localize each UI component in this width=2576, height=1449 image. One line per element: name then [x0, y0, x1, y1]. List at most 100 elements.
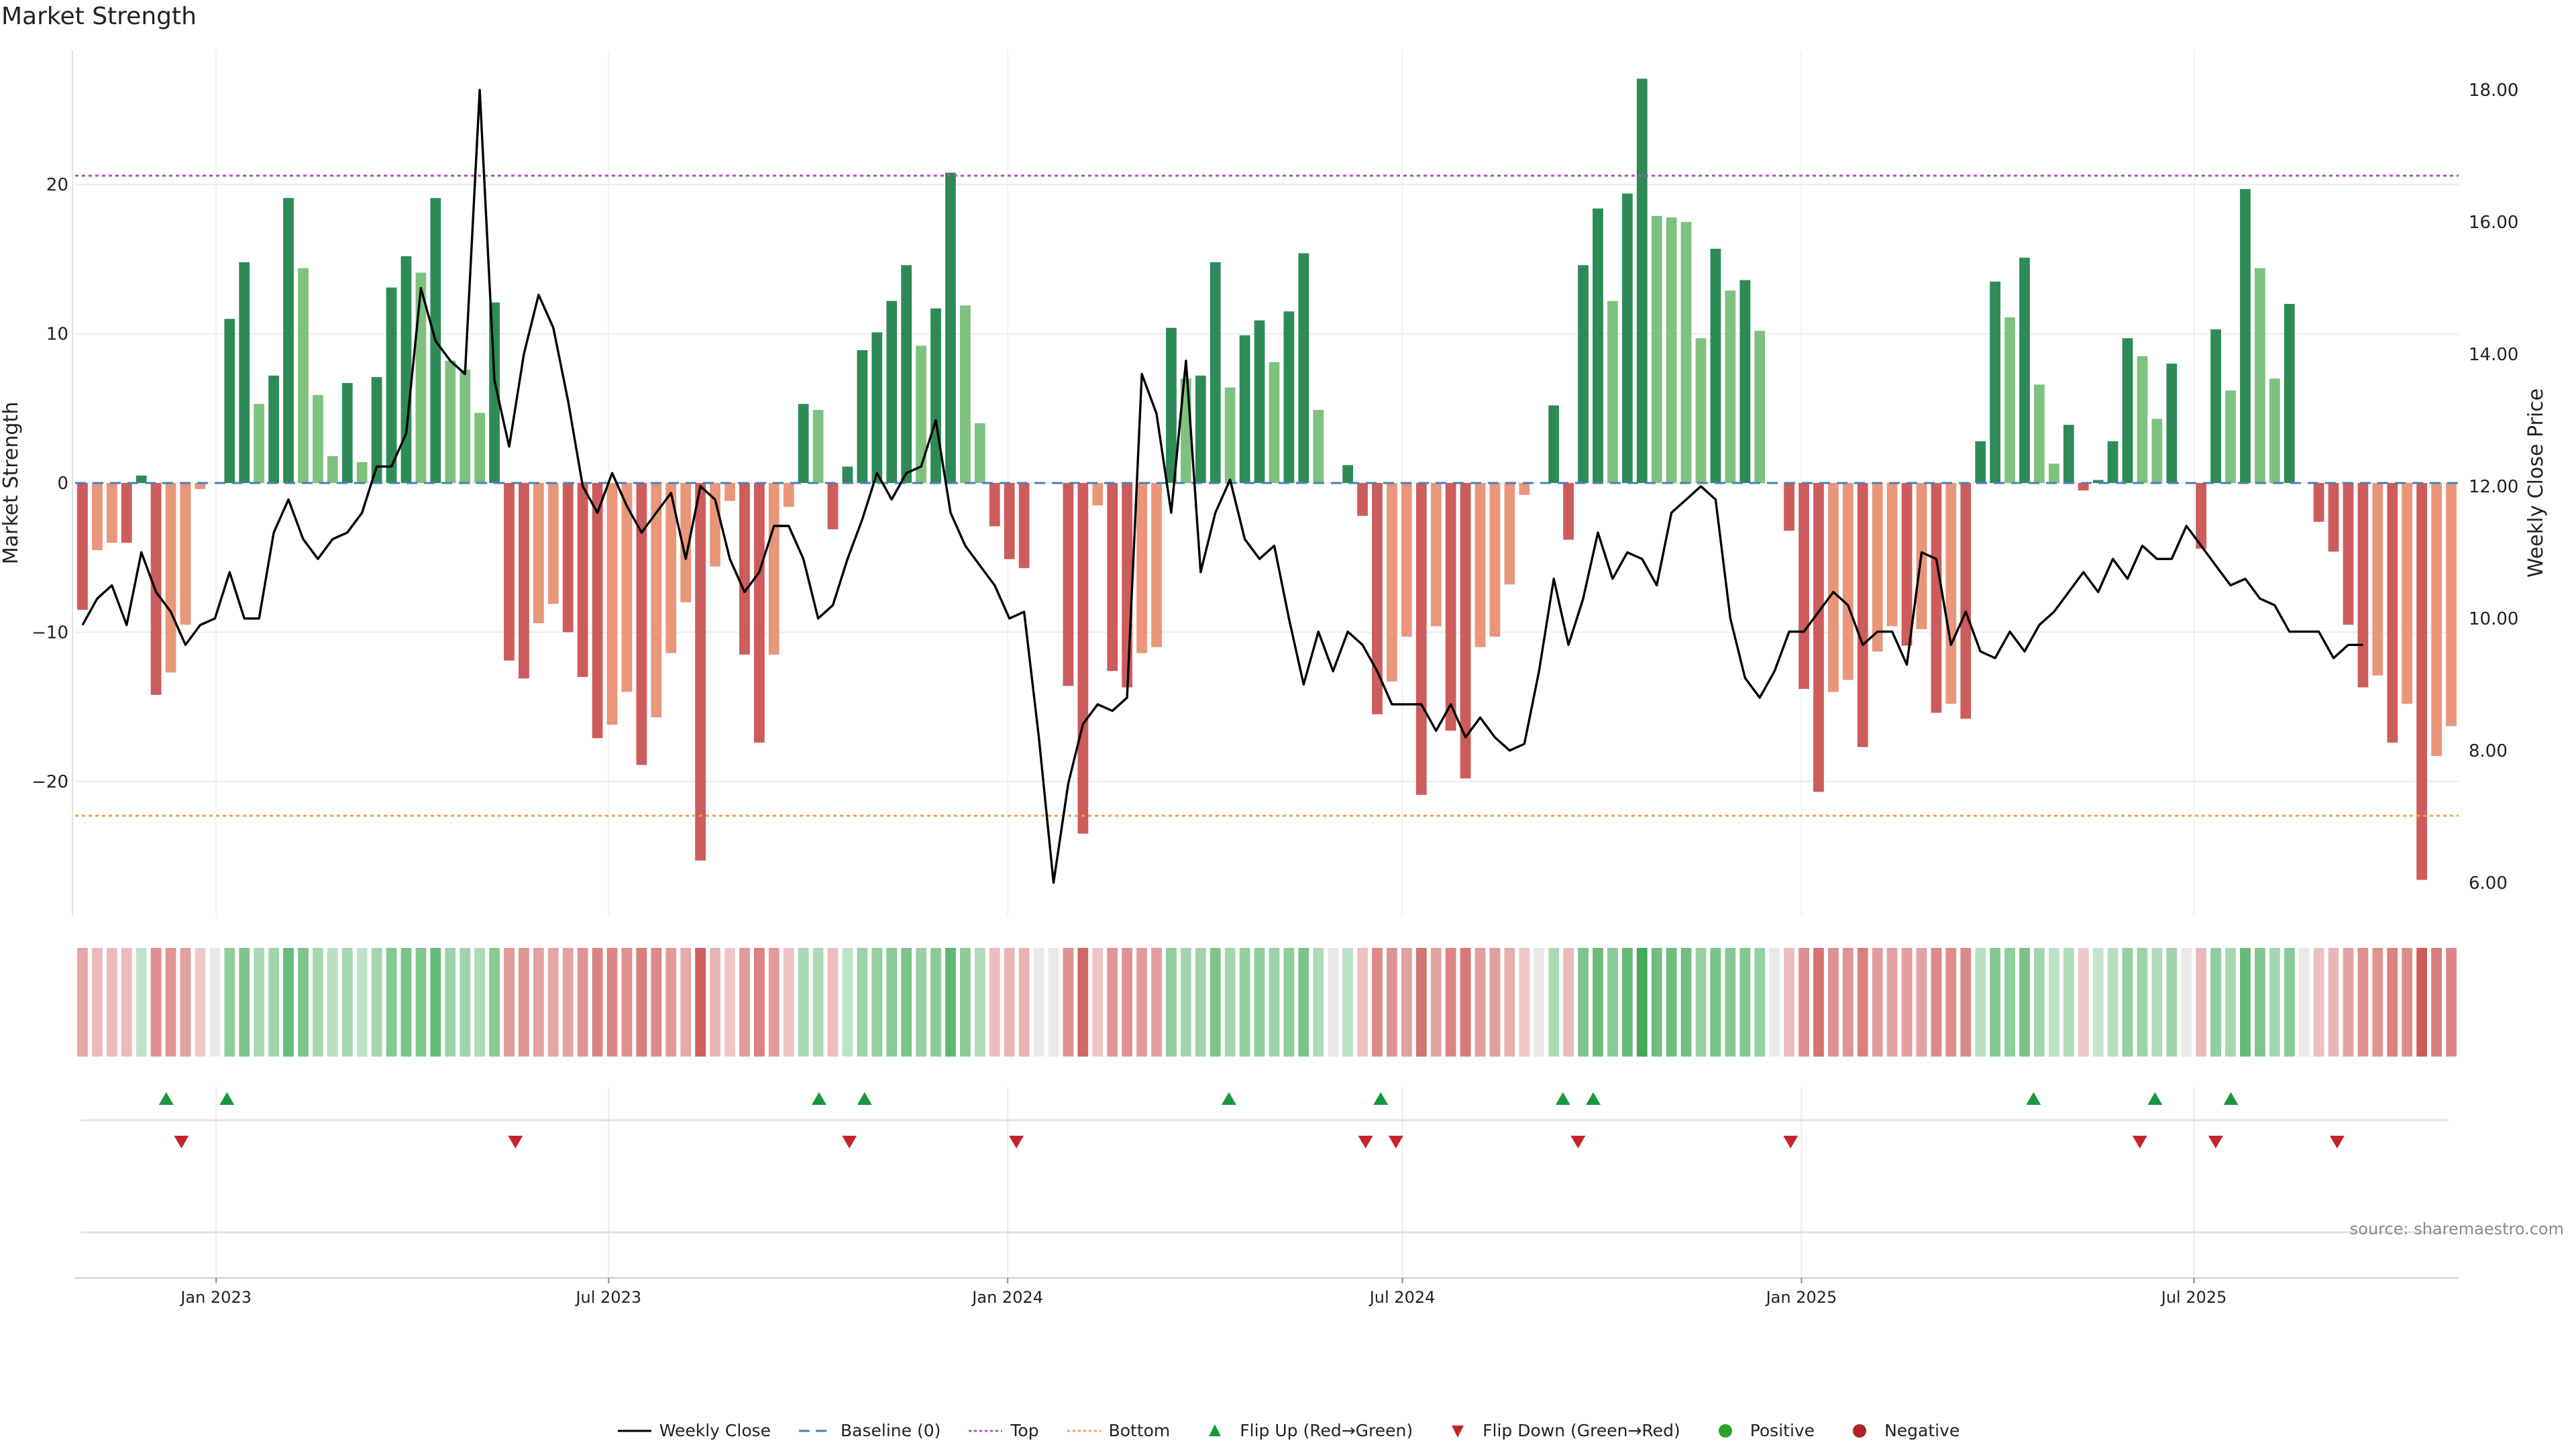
heat-strip-cell — [2210, 948, 2222, 1057]
heat-strip-cell — [460, 948, 471, 1057]
heat-strip-cell — [1328, 948, 1339, 1057]
strength-bar — [1136, 483, 1147, 653]
strength-bar — [1975, 441, 1986, 483]
strength-bar — [1004, 483, 1015, 559]
heat-strip-cell — [2269, 948, 2280, 1057]
heat-strip-cell — [2048, 948, 2059, 1057]
x-tick-label: Jul 2023 — [574, 1288, 641, 1307]
triangle-down-icon — [1452, 1425, 1464, 1438]
strength-bar — [1298, 253, 1309, 483]
strength-bar — [1107, 483, 1118, 672]
strength-bar — [92, 483, 103, 551]
strength-bar — [1872, 483, 1883, 652]
strength-bar — [2416, 483, 2428, 880]
heat-strip-cell — [195, 948, 206, 1057]
flip-down-marker — [2132, 1136, 2147, 1148]
heat-strip-cell — [1445, 948, 1456, 1057]
strength-bar — [665, 483, 677, 653]
strength-bar — [562, 483, 574, 633]
strength-bar — [1342, 465, 1354, 483]
heat-strip-cell — [2107, 948, 2118, 1057]
heat-strip-cell — [1298, 948, 1309, 1057]
flip-down-marker — [842, 1136, 857, 1148]
flip-down-marker — [174, 1136, 189, 1148]
strength-bar — [1784, 483, 1794, 531]
heat-strip-cell — [798, 948, 809, 1057]
heat-strip-cell — [2431, 948, 2442, 1057]
flip-up-marker — [811, 1092, 826, 1105]
heat-strip-cell — [121, 948, 132, 1057]
legend-weekly-close: Weekly Close — [616, 1421, 771, 1440]
heat-strip-cell — [1769, 948, 1780, 1057]
flip-up-marker — [2147, 1092, 2163, 1105]
heat-strip-cell — [2078, 948, 2089, 1057]
heat-strip-cell — [2298, 948, 2310, 1057]
strength-bar — [1269, 362, 1280, 483]
heat-strip-cell — [592, 948, 603, 1057]
flip-down-marker — [1388, 1136, 1403, 1148]
heat-strip-cell — [547, 948, 559, 1057]
heat-strip-cell — [209, 948, 221, 1057]
strength-bar — [2048, 464, 2059, 483]
heat-strip-cell — [224, 948, 235, 1057]
y-right-tick-label: 10.00 — [2469, 609, 2518, 629]
heat-strip-cell — [386, 948, 397, 1057]
strength-bar — [460, 369, 471, 483]
strength-bar — [1018, 483, 1030, 568]
strength-bar — [680, 483, 692, 602]
strength-bar — [1651, 215, 1662, 483]
heat-strip-cell — [812, 948, 824, 1057]
strength-bar — [1283, 311, 1295, 483]
strength-bar — [1621, 193, 1633, 483]
legend-dotted-icon — [969, 1430, 1003, 1432]
legend-baseline-label: Baseline (0) — [841, 1421, 941, 1440]
heat-strip-cell — [341, 948, 353, 1057]
heat-strip-cell — [1342, 948, 1354, 1057]
flip-markers — [80, 1092, 2449, 1234]
strength-bar — [710, 483, 720, 567]
heat-strip-cell — [1519, 948, 1530, 1057]
strength-bar — [2092, 480, 2104, 483]
heat-strip-cell — [665, 948, 677, 1057]
strength-bar — [2210, 329, 2222, 483]
strength-bar — [945, 172, 956, 483]
strength-bar — [1195, 375, 1206, 483]
heat-strip-cell — [577, 948, 588, 1057]
heat-strip-cell — [268, 948, 279, 1057]
strength-bar — [474, 413, 486, 483]
heat-strip-cell — [445, 948, 456, 1057]
heat-strip-cell — [842, 948, 853, 1057]
strength-bar — [1901, 483, 1913, 646]
heat-strip-cell — [1254, 948, 1265, 1057]
heat-strip-cell — [2004, 948, 2015, 1057]
heat-strip-cell — [783, 948, 794, 1057]
heat-strip-cell — [1784, 948, 1794, 1057]
strength-bar — [1504, 483, 1515, 585]
strength-bar — [577, 483, 588, 678]
strength-bar — [1372, 483, 1383, 714]
strength-bar — [341, 382, 353, 483]
heat-strip-cell — [1210, 948, 1221, 1057]
strength-bar — [724, 483, 735, 501]
flip-up-marker — [857, 1092, 872, 1105]
strength-bar — [2034, 384, 2045, 483]
heat-strip-cell — [1739, 948, 1751, 1057]
x-tick-label: Jan 2024 — [971, 1288, 1043, 1307]
strength-bar — [1710, 248, 1721, 483]
heat-strip-cell — [1401, 948, 1412, 1057]
heat-strip-cell — [621, 948, 633, 1057]
strength-bar — [165, 483, 176, 673]
strength-bar — [1799, 483, 1809, 689]
strength-bar — [1387, 483, 1397, 682]
heat-strip-cell — [371, 948, 382, 1057]
y-right-axis-title: Weekly Close Price — [2524, 388, 2548, 578]
heat-strip-cell — [974, 948, 985, 1057]
strength-bar — [371, 377, 382, 483]
flip-up-marker — [219, 1092, 235, 1105]
strength-bar — [2402, 483, 2413, 704]
heat-strip-cell — [857, 948, 868, 1057]
heat-strip-cell — [77, 948, 88, 1057]
heat-strip-cell — [1283, 948, 1295, 1057]
heat-strip-cell — [356, 948, 368, 1057]
strength-bar — [1548, 405, 1560, 483]
